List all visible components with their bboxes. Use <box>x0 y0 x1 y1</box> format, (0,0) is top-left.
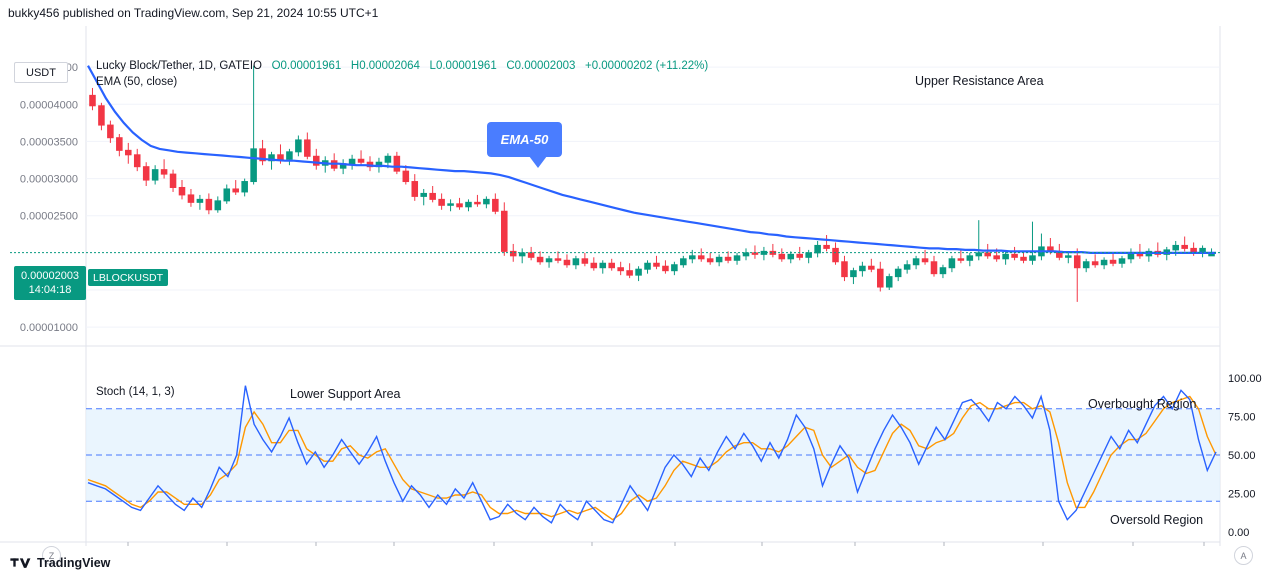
publisher-credit-bar: bukky456 published on TradingView.com, S… <box>0 0 1281 26</box>
auto-scale-button[interactable]: A <box>1234 546 1253 565</box>
svg-text:0.00002500: 0.00002500 <box>20 211 78 223</box>
svg-text:0.00003500: 0.00003500 <box>20 136 78 148</box>
price-axis-currency-label: USDT <box>14 62 68 83</box>
legend-high-label: H <box>350 60 360 72</box>
ema-50-callout: EMA-50 <box>487 122 562 168</box>
symbol-price-label: LBLOCKUSDT <box>88 269 169 286</box>
legend-open-value: 0.00001961 <box>280 60 342 72</box>
tradingview-brand-label: TradingView <box>37 555 111 570</box>
oversold-region-label: Oversold Region <box>1110 513 1204 527</box>
publisher-credit: bukky456 published on TradingView.com, S… <box>8 6 379 20</box>
chart-legend: Lucky Block/Tether, 1D, GATEIO O0.000019… <box>96 60 708 72</box>
chart-container[interactable]: 0.000045000.000040000.000035000.00003000… <box>0 26 1281 565</box>
zoom-reset-button[interactable]: Z <box>42 546 61 565</box>
bar-countdown: 14:04:18 <box>28 284 72 296</box>
legend-open-label: O <box>271 60 281 72</box>
legend-low-label: L <box>429 60 436 72</box>
svg-text:0.00004000: 0.00004000 <box>20 99 78 111</box>
current-price-value: 0.00002003 <box>20 270 80 282</box>
svg-text:100.00: 100.00 <box>1228 373 1262 385</box>
legend-symbol: Lucky Block/Tether, 1D, GATEIO <box>96 60 262 72</box>
svg-text:0.00003000: 0.00003000 <box>20 174 78 186</box>
svg-text:75.00: 75.00 <box>1228 412 1256 424</box>
svg-text:25.00: 25.00 <box>1228 489 1256 501</box>
legend-close-label: C <box>506 60 515 72</box>
upper-resistance-area-label: Upper Resistance Area <box>915 74 1044 88</box>
chart-canvas[interactable]: 0.000045000.000040000.000035000.00003000… <box>0 26 1281 546</box>
ema-indicator-legend: EMA (50, close) <box>96 76 178 88</box>
legend-close-value: 0.00002003 <box>514 60 576 72</box>
footer-bar: TradingView <box>0 546 1281 579</box>
stoch-indicator-legend: Stoch (14, 1, 3) <box>96 386 175 398</box>
legend-low-value: 0.00001961 <box>435 60 497 72</box>
svg-text:50.00: 50.00 <box>1228 450 1256 462</box>
legend-change-value: +0.00000202 (+11.22%) <box>584 60 709 72</box>
lower-support-area-label: Lower Support Area <box>290 387 401 401</box>
svg-text:0.00001000: 0.00001000 <box>20 322 78 334</box>
svg-text:0.00: 0.00 <box>1228 527 1249 539</box>
overbought-region-label: Overbought Region <box>1088 397 1197 411</box>
tradingview-logo-icon: TradingView <box>10 556 110 570</box>
current-price-tag: 0.00002003 14:04:18 <box>14 266 86 300</box>
legend-high-value: 0.00002064 <box>359 60 420 72</box>
